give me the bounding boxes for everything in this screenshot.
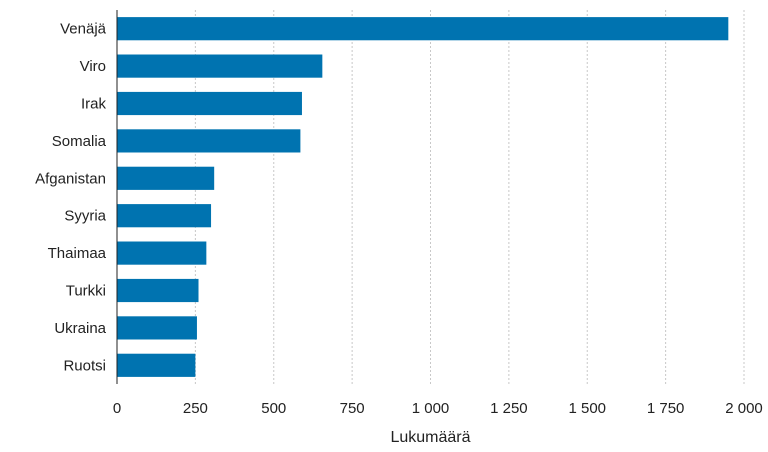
category-label: Thaimaa xyxy=(48,245,107,262)
bar xyxy=(117,17,729,41)
category-label: Turkki xyxy=(66,283,106,300)
category-label: Viro xyxy=(80,58,106,75)
category-label: Ruotsi xyxy=(63,357,106,374)
bar xyxy=(117,204,212,228)
category-labels: Venäjä Viro Irak Somalia Afganistan Syyria Tha… xyxy=(35,21,107,375)
x-tick-label: 1 000 xyxy=(412,400,450,417)
category-label: Venäjä xyxy=(60,21,107,38)
x-tick-label: 500 xyxy=(261,400,286,417)
category-label: Irak xyxy=(81,96,107,113)
bar xyxy=(117,278,199,303)
x-tick-label: 1 750 xyxy=(647,400,685,417)
x-tick-label: 1 500 xyxy=(568,400,606,417)
bar xyxy=(117,316,197,340)
bar xyxy=(117,241,207,265)
bar xyxy=(117,129,301,153)
category-label: Somalia xyxy=(52,133,107,150)
bar xyxy=(117,166,215,190)
category-label: Afganistan xyxy=(35,170,106,187)
x-tick-label: 250 xyxy=(183,400,208,417)
bars xyxy=(117,17,729,377)
x-tick-label: 1 250 xyxy=(490,400,528,417)
category-label: Syyria xyxy=(64,208,106,225)
x-tick-labels: 0 250 500 750 1 000 1 250 1 500 1 750 2 000 xyxy=(113,400,763,417)
bar xyxy=(117,353,196,377)
category-label: Ukraina xyxy=(54,320,106,337)
bar xyxy=(117,54,323,78)
bar xyxy=(117,91,302,116)
x-axis-title: Lukumäärä xyxy=(390,429,470,446)
x-tick-label: 2 000 xyxy=(725,400,763,417)
x-tick-label: 0 xyxy=(113,400,121,417)
x-tick-label: 750 xyxy=(340,400,365,417)
